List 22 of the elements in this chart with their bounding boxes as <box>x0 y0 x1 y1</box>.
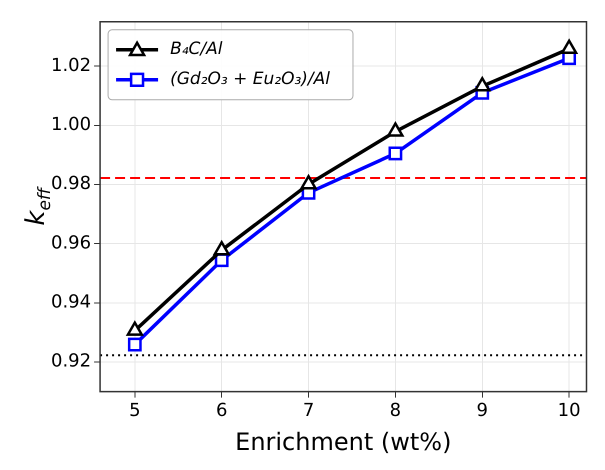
legend-label: (Gd₂O₃ + Eu₂O₃)/Al <box>170 69 330 90</box>
point <box>128 338 142 352</box>
y-tick-label: 1.02 <box>51 54 92 76</box>
x-tick-label: 5 <box>129 400 141 422</box>
y-tick-label: 0.92 <box>51 350 92 372</box>
x-tick-label: 6 <box>216 400 228 422</box>
y-tick-label: 1.00 <box>51 114 92 136</box>
y-tick-label: 0.96 <box>51 232 92 254</box>
x-tick-label: 8 <box>390 400 402 422</box>
y-tick-label: 0.98 <box>51 173 92 194</box>
x-tick-label: 7 <box>302 400 314 422</box>
x-axis-title: Enrichment (wt%) <box>235 428 452 456</box>
x-tick-label: 9 <box>476 400 488 422</box>
point <box>388 146 402 160</box>
point <box>387 122 404 137</box>
point <box>560 39 578 54</box>
point <box>214 240 230 256</box>
y-tick-label: 0.94 <box>51 292 92 313</box>
point <box>474 77 490 92</box>
legend-label: B₄C/Al <box>170 39 223 60</box>
x-tick-label: 10 <box>558 400 581 422</box>
point <box>300 174 317 190</box>
